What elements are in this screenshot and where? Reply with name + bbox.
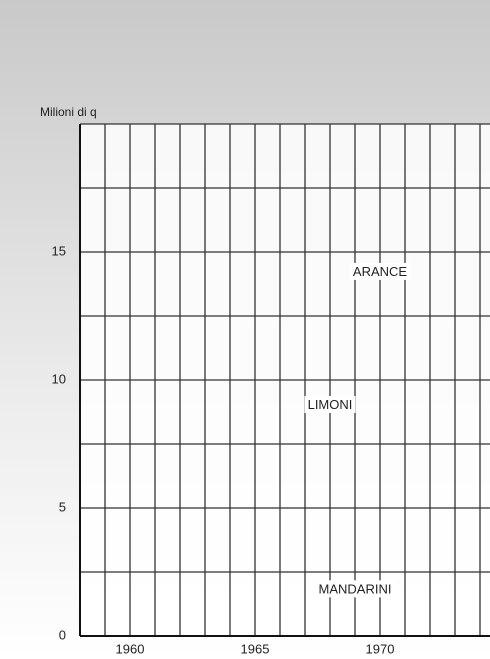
x-tick-label: 1970	[366, 641, 395, 656]
y-tick-label: 10	[52, 371, 66, 386]
series-label: LIMONI	[308, 397, 353, 412]
series-label: MANDARINI	[319, 581, 392, 596]
y-tick-label: 15	[52, 243, 66, 258]
y-axis-label: Milioni di q	[40, 105, 97, 119]
series-label: ARANCE	[353, 264, 408, 279]
label-background	[349, 262, 411, 280]
label-background	[315, 580, 395, 598]
y-tick-label: 0	[59, 627, 66, 642]
y-tick-label: 5	[59, 499, 66, 514]
x-tick-label: 1960	[116, 641, 145, 656]
label-background	[304, 396, 356, 414]
x-tick-label: 1965	[241, 641, 270, 656]
